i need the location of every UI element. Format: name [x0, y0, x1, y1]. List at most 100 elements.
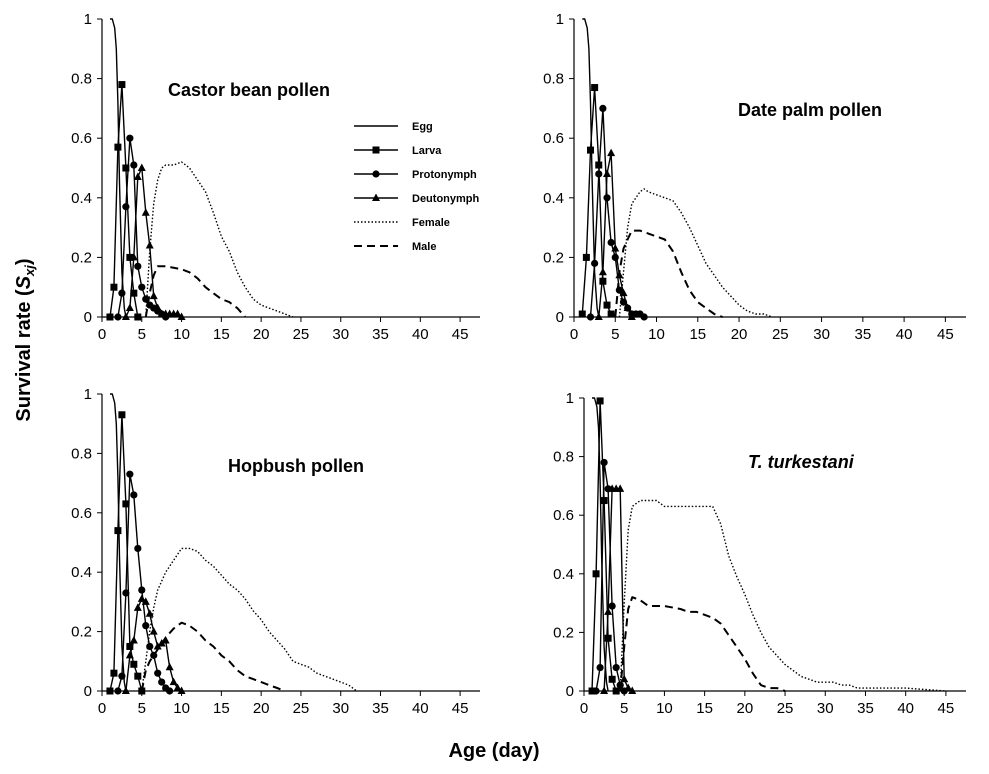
data-point-deutonymph: [173, 683, 182, 692]
y-tick-label: 0: [556, 309, 564, 326]
data-point-deutonymph: [165, 662, 174, 671]
y-tick-label: 0.8: [553, 449, 574, 466]
data-point-larva: [126, 253, 134, 261]
y-tick-label: 0.2: [553, 624, 574, 641]
series-line-male: [144, 265, 246, 318]
data-point-larva: [110, 283, 118, 291]
data-point-deutonymph: [129, 252, 138, 261]
data-point-larva: [138, 687, 146, 695]
y-tick-label: 0.2: [71, 624, 92, 641]
data-point-larva: [578, 310, 586, 318]
data-point-protonymph: [586, 313, 595, 321]
data-point-larva: [587, 146, 595, 154]
x-tick-label: 0: [98, 326, 106, 343]
data-point-larva: [130, 660, 138, 668]
x-tick-label: 45: [452, 326, 469, 343]
data-point-protonymph: [592, 687, 600, 695]
data-point-deutonymph: [153, 303, 162, 312]
data-point-protonymph: [126, 470, 134, 478]
y-tick-label: 0.6: [71, 130, 92, 147]
series-line-deutonymph: [125, 598, 183, 692]
data-point-deutonymph: [616, 484, 625, 492]
data-point-protonymph: [591, 259, 599, 267]
data-point-protonymph: [122, 203, 130, 211]
y-tick-label: 1: [84, 11, 92, 28]
data-point-larva: [122, 500, 130, 508]
x-tick-label: 15: [696, 700, 713, 717]
x-tick-label: 35: [854, 326, 871, 343]
x-tick-label: 5: [138, 326, 146, 343]
data-point-protonymph: [134, 544, 142, 553]
x-tick-label: 25: [777, 700, 794, 717]
series-line-deutonymph: [598, 152, 633, 318]
x-tick-label: 35: [372, 700, 389, 717]
x-tick-label: 45: [937, 326, 954, 343]
y-tick-label: 0.4: [71, 564, 92, 581]
x-tick-label: 0: [570, 326, 578, 343]
data-point-deutonymph: [121, 686, 130, 694]
data-point-deutonymph: [125, 303, 134, 312]
x-tick-label: 20: [253, 700, 270, 717]
y-tick-label: 0.2: [543, 249, 564, 266]
x-tick-label: 35: [857, 700, 874, 717]
y-tick-label: 0.4: [553, 566, 574, 583]
x-tick-label: 5: [138, 700, 146, 717]
data-point-larva: [118, 81, 126, 89]
data-point-deutonymph: [149, 291, 158, 300]
y-tick-label: 0.8: [543, 71, 564, 88]
x-tick-label: 15: [689, 326, 706, 343]
x-tick-label: 30: [813, 326, 830, 343]
data-point-protonymph: [166, 687, 174, 695]
series-line-male: [140, 621, 286, 692]
data-point-larva: [612, 687, 620, 695]
x-tick-label: 10: [173, 700, 190, 717]
series-line-female: [145, 161, 294, 318]
series-line-female: [141, 547, 358, 692]
x-tick-label: 30: [817, 700, 834, 717]
y-tick-label: 0.8: [71, 445, 92, 462]
svg-text:Survival rate (Sxj): Survival rate (Sxj): [13, 258, 37, 421]
data-point-deutonymph: [133, 603, 142, 611]
data-point-deutonymph: [145, 609, 154, 617]
y-axis-label-main: Survival rate (: [13, 289, 35, 422]
x-tick-label: 0: [98, 700, 106, 717]
chart-title: T. turkestani: [748, 452, 855, 472]
data-point-protonymph: [599, 104, 607, 112]
x-tick-label: 5: [620, 700, 628, 717]
legend-marker-larva: [372, 146, 380, 154]
x-tick-label: 0: [580, 700, 588, 717]
data-point-larva: [608, 675, 616, 683]
legend-marker-protonymph: [372, 170, 380, 178]
data-point-larva: [122, 164, 130, 172]
data-point-larva: [114, 527, 122, 535]
legend-label-egg: Egg: [412, 121, 433, 133]
data-point-deutonymph: [145, 240, 154, 249]
chart-title: Castor bean pollen: [168, 80, 330, 100]
series-line-larva: [109, 414, 143, 692]
data-point-larva: [134, 672, 142, 680]
series-line-larva: [109, 83, 139, 318]
chart-title: Hopbush pollen: [228, 456, 364, 476]
x-tick-label: 40: [412, 700, 429, 717]
data-point-deutonymph: [153, 641, 162, 650]
x-tick-label: 25: [293, 326, 310, 343]
data-point-protonymph: [118, 672, 126, 680]
legend-label-male: Male: [412, 241, 436, 253]
y-tick-label: 0: [84, 309, 92, 326]
x-tick-label: 30: [332, 326, 349, 343]
x-tick-label: 20: [253, 326, 270, 343]
data-point-protonymph: [607, 238, 615, 247]
x-axis-label-text: Age (day): [448, 740, 539, 762]
x-tick-label: 30: [332, 700, 349, 717]
data-point-deutonymph: [173, 309, 182, 318]
y-tick-label: 0.6: [543, 130, 564, 147]
data-point-protonymph: [596, 663, 604, 672]
y-tick-label: 1: [566, 390, 574, 407]
data-point-deutonymph: [137, 163, 146, 171]
data-point-deutonymph: [169, 677, 178, 686]
x-tick-label: 5: [611, 326, 619, 343]
data-point-deutonymph: [149, 627, 158, 635]
data-point-larva: [588, 687, 596, 695]
y-tick-label: 0.4: [71, 190, 92, 207]
